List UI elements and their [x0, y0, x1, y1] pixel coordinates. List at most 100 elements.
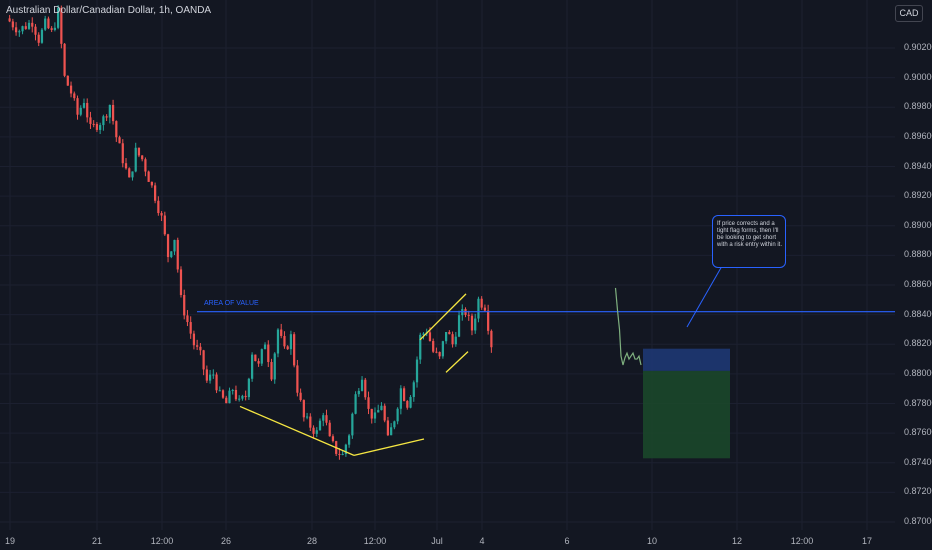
candle-body: [53, 27, 56, 30]
candle-body: [322, 415, 325, 421]
candle-body: [406, 400, 409, 408]
candle-body: [205, 369, 208, 381]
trendline[interactable]: [239, 405, 355, 456]
candle-body: [402, 388, 406, 401]
candle-body: [225, 397, 228, 404]
candle-body: [467, 314, 470, 316]
candle-body: [309, 416, 312, 428]
candle-body: [412, 382, 415, 397]
candle-body: [360, 379, 364, 391]
candle-body: [118, 137, 121, 144]
candle-body: [111, 104, 115, 122]
trendline[interactable]: [353, 438, 425, 456]
target-zone[interactable]: [643, 370, 730, 459]
x-tick-label: 12: [731, 536, 743, 546]
candle-body: [260, 349, 263, 364]
candle-body: [441, 341, 444, 357]
candle-body: [474, 318, 477, 331]
candle-body: [108, 104, 111, 118]
candle-body: [105, 116, 108, 118]
candle-body: [73, 93, 76, 99]
candle-body: [176, 239, 179, 270]
candle-body: [299, 392, 302, 401]
candle-body: [364, 379, 367, 398]
candle-body: [270, 361, 273, 380]
candle-body: [487, 310, 490, 331]
candle-body: [351, 413, 354, 436]
candle-body: [438, 352, 441, 357]
candle-body: [66, 75, 69, 86]
x-tick-label: 21: [91, 536, 103, 546]
candle-body: [354, 394, 357, 414]
callout-pointer: [686, 265, 723, 328]
candle-body: [254, 354, 257, 362]
candle-body: [14, 27, 18, 33]
candle-body: [357, 390, 360, 395]
candle-body: [251, 354, 254, 379]
candle-body: [234, 390, 238, 400]
candle-body: [263, 344, 267, 350]
candle-body: [150, 181, 153, 186]
candle-body: [247, 378, 250, 398]
candle-body: [432, 341, 435, 352]
candle-body: [179, 269, 183, 296]
candle-body: [470, 315, 474, 331]
candle-body: [483, 307, 487, 311]
candle-body: [102, 116, 105, 126]
candle-body: [163, 215, 166, 235]
candle-body: [428, 332, 432, 342]
candle-body: [202, 350, 205, 370]
candle-body: [115, 121, 118, 138]
x-tick-label: Jul: [431, 536, 443, 546]
candle-body: [189, 322, 192, 334]
callout-box[interactable]: If price corrects and a tight flag forms…: [712, 215, 786, 268]
currency-button[interactable]: CAD: [895, 5, 923, 22]
candle-body: [40, 29, 44, 43]
candle-body: [286, 346, 289, 350]
candle-body: [69, 85, 73, 94]
candle-body: [99, 125, 102, 130]
candle-body: [192, 333, 196, 346]
projection-path: [614, 287, 642, 366]
candle-body: [221, 390, 225, 398]
trendline[interactable]: [445, 351, 469, 373]
candle-body: [63, 43, 66, 76]
candle-body: [331, 436, 335, 442]
candle-body: [318, 420, 322, 431]
drawing-overlays: [197, 265, 895, 459]
candle-body: [328, 422, 331, 437]
candle-body: [208, 374, 212, 381]
x-tick-label: 12:00: [363, 536, 387, 546]
x-tick-label: 12:00: [150, 536, 174, 546]
symbol-title: Australian Dollar/Canadian Dollar, 1h, O…: [6, 5, 212, 16]
trendline[interactable]: [419, 293, 467, 341]
candle-body: [18, 31, 21, 33]
candle-body: [338, 453, 341, 455]
callout-text: If price corrects and a tight flag forms…: [717, 221, 783, 248]
candle-body: [44, 18, 47, 30]
candle-body: [448, 331, 451, 335]
candle-body: [50, 28, 53, 30]
candle-body: [141, 155, 144, 160]
candle-body: [183, 295, 186, 316]
x-tick-label: 4: [479, 536, 485, 546]
risk-zone[interactable]: [643, 348, 730, 371]
x-tick-label: 28: [306, 536, 318, 546]
candle-body: [409, 396, 412, 408]
candle-body: [89, 117, 92, 124]
candle-body: [422, 333, 425, 335]
candle-body: [144, 159, 147, 172]
candle-body: [21, 26, 24, 32]
candle-body: [218, 390, 221, 392]
candle-body: [419, 334, 422, 360]
candle-body: [454, 336, 457, 345]
candle-body: [11, 21, 14, 28]
candle-body: [131, 171, 134, 178]
